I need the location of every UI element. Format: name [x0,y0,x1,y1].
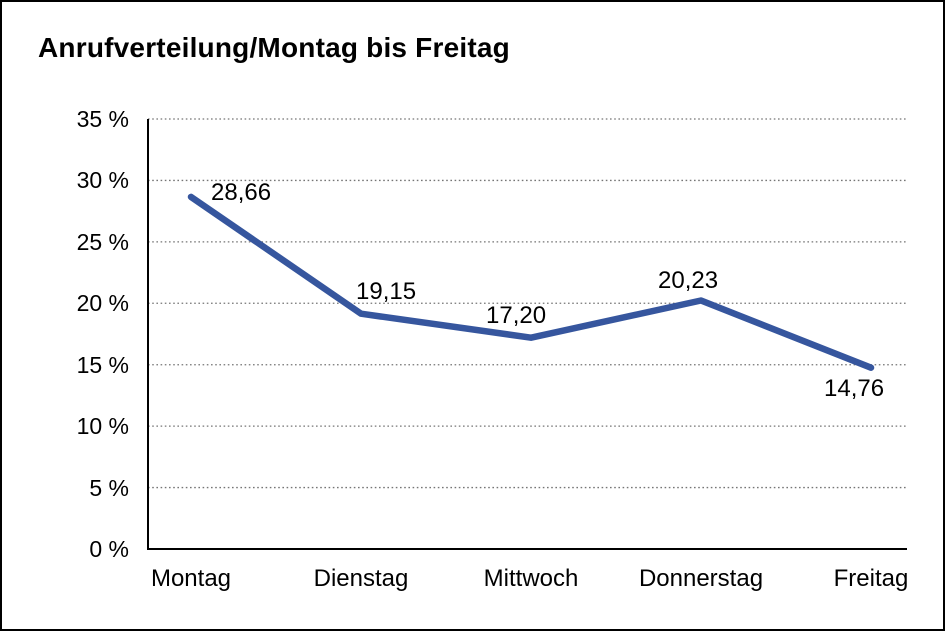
y-tick-label: 0 % [89,536,129,562]
y-tick-label: 20 % [76,290,129,317]
x-category-label: Freitag [833,565,909,592]
data-point-label: 20,23 [658,267,719,294]
data-point-label: 14,76 [824,375,885,402]
data-point-label: 28,66 [211,179,272,206]
y-tick-label: 35 % [76,106,129,132]
x-category-label: Dienstag [313,565,409,592]
data-point-label: 19,15 [356,278,417,305]
chart-title: Anrufverteilung/Montag bis Freitag [38,32,510,63]
x-category-label: Donnerstag [638,565,764,592]
x-category-label: Montag [150,565,232,592]
y-tick-label: 5 % [89,474,129,501]
data-point-label: 17,20 [486,302,547,329]
data-series-line [187,193,875,371]
x-category-label: Mittwoch [483,565,579,592]
y-tick-label: 25 % [76,228,129,255]
y-tick-label: 10 % [76,413,129,440]
y-tick-label: 30 % [76,167,129,194]
y-tick-label: 15 % [76,351,129,378]
